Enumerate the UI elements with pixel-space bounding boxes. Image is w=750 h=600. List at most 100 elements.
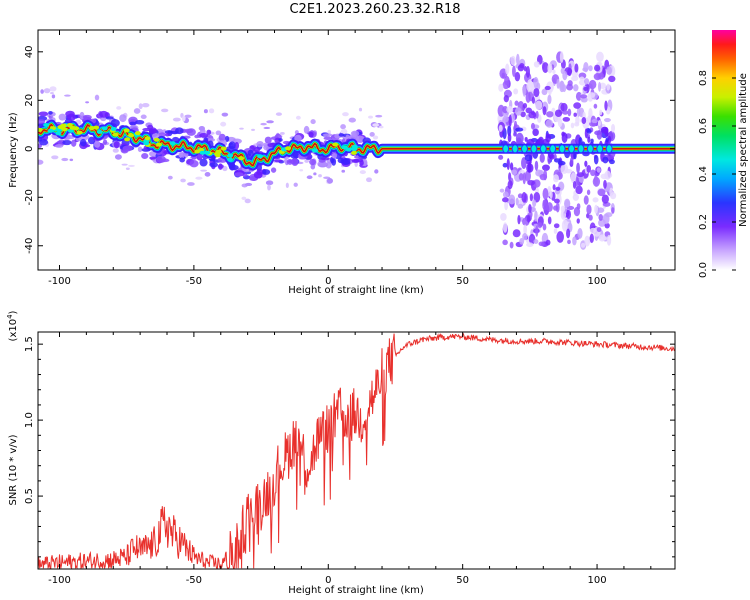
heat-scatter-blob xyxy=(501,72,505,79)
ridge-hotspot xyxy=(128,133,135,138)
heat-speckle xyxy=(358,107,363,112)
ridge-node xyxy=(502,144,510,154)
heat-blob xyxy=(122,145,133,152)
heat-scatter-blob xyxy=(542,223,547,231)
ridge-node xyxy=(539,144,547,154)
heat-speckle xyxy=(114,154,122,160)
heat-scatter-blob xyxy=(520,111,526,118)
heat-speckle xyxy=(285,182,289,188)
heat-scatter-blob xyxy=(525,107,533,114)
heat-scatter-blob xyxy=(562,116,571,122)
colorbar-tick-label: 0.8 xyxy=(698,70,709,86)
heat-speckle xyxy=(51,94,56,99)
heat-scatter-blob xyxy=(513,132,518,137)
spectrogram-x-tick-label: 0 xyxy=(325,276,331,287)
heat-blob xyxy=(278,138,283,142)
heat-scatter-blob xyxy=(533,76,539,89)
heat-blob xyxy=(286,158,294,165)
heat-blob xyxy=(303,125,310,134)
ridge-hotspot xyxy=(38,127,43,132)
heat-scatter-blob xyxy=(499,188,505,193)
heat-speckle xyxy=(372,123,380,127)
heat-speckle xyxy=(340,124,346,130)
ridge-hotspot xyxy=(101,126,108,131)
ridge-hotspot xyxy=(199,150,206,155)
snr-y-axis-label: SNR (10 * v/v) xyxy=(8,434,19,505)
heat-speckle xyxy=(43,88,51,94)
heat-scatter-blob xyxy=(575,185,583,195)
heat-blob xyxy=(70,139,77,147)
heat-speckle xyxy=(69,158,74,162)
heat-scatter-blob xyxy=(527,215,531,223)
heat-scatter-blob xyxy=(559,51,564,64)
heat-blob xyxy=(105,116,114,120)
heat-speckle xyxy=(204,172,211,177)
heat-blob xyxy=(291,158,299,167)
heat-speckle xyxy=(306,175,313,180)
heat-scatter-blob xyxy=(596,51,604,63)
heat-speckle xyxy=(51,155,59,160)
heat-blob xyxy=(179,157,185,163)
heat-speckle xyxy=(372,135,379,140)
heat-scatter-blob xyxy=(584,127,588,139)
heat-scatter-blob xyxy=(606,66,612,75)
heat-scatter-blob xyxy=(518,173,524,181)
heat-scatter-blob xyxy=(532,199,537,208)
heat-blob xyxy=(38,139,49,146)
heat-speckle xyxy=(94,94,100,101)
heat-scatter-blob xyxy=(530,122,536,130)
ridge-hotspot xyxy=(124,137,131,142)
snr-y-tick-label: 1.0 xyxy=(24,412,35,428)
heat-scatter-blob xyxy=(599,109,603,116)
colorbar-gradient xyxy=(712,30,736,270)
heat-scatter-blob xyxy=(509,241,514,249)
heat-scatter-blob xyxy=(510,55,516,66)
heat-scatter-blob xyxy=(507,133,512,143)
heat-speckle xyxy=(375,114,383,118)
heat-scatter-blob xyxy=(584,235,591,247)
colorbar-ticks: 0.0 0.2 0.4 0.6 0.8 xyxy=(698,70,736,278)
heat-blob xyxy=(54,144,64,148)
heat-scatter-blob xyxy=(586,165,591,173)
heat-speckle xyxy=(172,117,181,122)
ridge-node xyxy=(549,144,557,154)
heat-scatter-blob xyxy=(593,103,598,109)
heat-blob xyxy=(102,139,108,145)
heat-scatter-blob xyxy=(604,127,609,137)
heat-blob xyxy=(58,113,67,121)
heat-speckle xyxy=(341,169,346,173)
heat-scatter-blob xyxy=(598,214,604,221)
colorbar-tick-label: 0.0 xyxy=(698,262,709,278)
ridge-hotspot xyxy=(153,137,160,142)
colorbar-tick-label: 0.4 xyxy=(698,166,709,182)
heat-speckle xyxy=(203,109,208,114)
heat-speckle xyxy=(140,114,147,120)
heat-scatter-blob xyxy=(608,75,616,83)
heat-scatter-blob xyxy=(573,84,579,92)
heat-speckle xyxy=(359,170,366,175)
heat-scatter-blob xyxy=(503,95,509,103)
heat-blob xyxy=(93,141,101,148)
heat-scatter-blob xyxy=(580,94,588,99)
heat-scatter-blob xyxy=(564,168,573,174)
heat-scatter-blob xyxy=(506,105,514,113)
heat-scatter-blob xyxy=(535,169,543,177)
heat-scatter-blob xyxy=(553,198,560,204)
spectrogram-x-tick-label: 100 xyxy=(588,276,607,287)
heat-scatter-blob xyxy=(576,203,581,210)
ridge-hotspot xyxy=(69,125,76,130)
ridge-hotspot xyxy=(215,149,222,154)
heat-scatter-blob xyxy=(502,116,509,123)
heat-scatter-blob xyxy=(597,188,606,197)
heat-scatter-blob xyxy=(606,83,611,91)
heat-scatter-blob xyxy=(594,204,598,214)
ridge-node xyxy=(511,144,519,154)
heat-blob xyxy=(234,172,244,177)
heat-scatter-blob xyxy=(606,234,612,246)
ridge-hotspot xyxy=(61,127,68,132)
heat-scatter-blob xyxy=(604,100,608,111)
heat-scatter-blob xyxy=(566,83,574,91)
heat-speckle xyxy=(340,128,348,135)
heat-speckle xyxy=(40,89,44,94)
heat-speckle xyxy=(239,127,244,130)
